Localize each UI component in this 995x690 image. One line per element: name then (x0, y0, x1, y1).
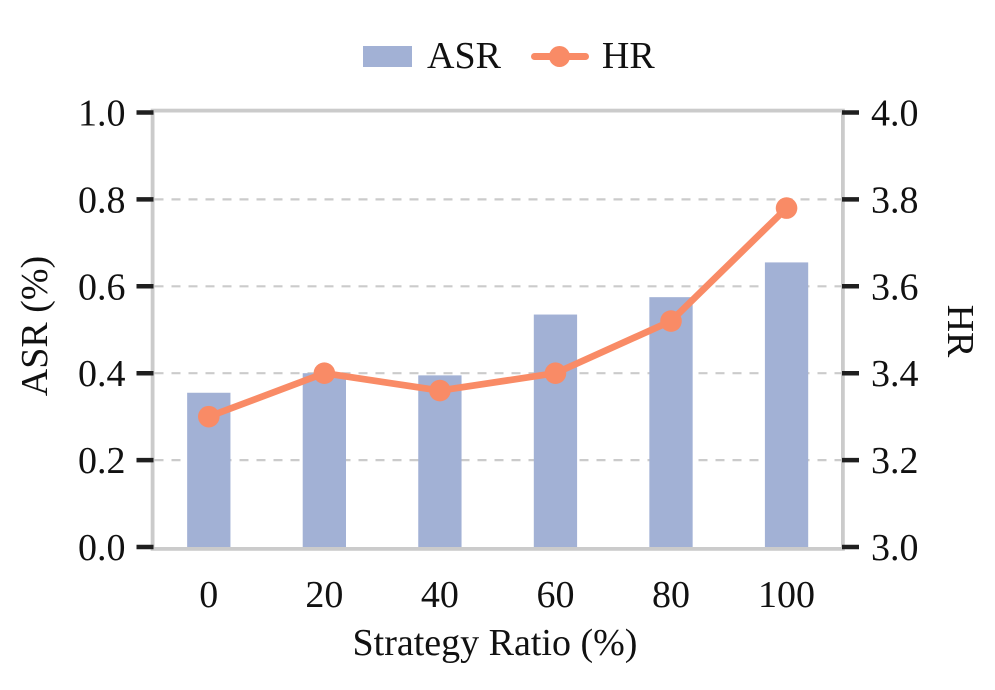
y-left-tick-label-0.4: 0.4 (78, 353, 126, 395)
marker-hr-60 (544, 362, 567, 385)
legend-label-hr: HR (601, 35, 655, 77)
legend-item-asr: ASR (363, 37, 501, 75)
y-right-tick-label-3.0: 3.0 (871, 527, 919, 569)
y-left-axis-label: ASR (%) (14, 256, 56, 396)
line-hr (205, 204, 790, 420)
x-tick-label-100: 100 (758, 574, 815, 616)
bar-asr-80 (649, 297, 693, 549)
hr-legend-dot (549, 45, 571, 67)
plot-frame (150, 108, 845, 551)
y-left-tick-label-0.0: 0.0 (78, 527, 126, 569)
y-right-tick-label-4.0: 4.0 (871, 93, 919, 135)
bar-asr-60 (533, 314, 578, 549)
y-right-tick-label-3.2: 3.2 (871, 440, 919, 482)
legend-label-asr: ASR (427, 35, 501, 77)
y-left-tick-label-1.0: 1.0 (78, 93, 126, 135)
x-tick-label-60: 60 (536, 574, 574, 616)
x-tick-label-0: 0 (199, 574, 218, 616)
y-right-axis-label: HR (939, 305, 981, 358)
marker-hr-100 (775, 197, 798, 219)
legend: ASR HR (363, 36, 655, 76)
bar-asr-40 (418, 375, 462, 549)
marker-hr-0 (198, 405, 220, 428)
y-left-tick-label-0.2: 0.2 (78, 440, 126, 482)
x-tick-label-80: 80 (652, 574, 690, 616)
asr-swatch-icon (363, 45, 412, 67)
y-right-tick-label-3.6: 3.6 (871, 266, 919, 308)
x-tick-label-40: 40 (421, 574, 459, 616)
x-tick-label-20: 20 (305, 574, 343, 616)
hr-line-marker-icon (530, 45, 589, 67)
legend-item-hr: HR (530, 35, 655, 77)
x-axis-label: Strategy Ratio (%) (353, 622, 638, 664)
bar-asr-20 (302, 373, 346, 549)
y-left-tick-label-0.8: 0.8 (78, 179, 126, 221)
marker-hr-80 (660, 310, 682, 332)
marker-hr-20 (313, 362, 336, 385)
y-right-tick-label-3.8: 3.8 (871, 179, 919, 221)
marker-hr-40 (429, 379, 451, 402)
y-right-tick-label-3.4: 3.4 (871, 353, 919, 395)
y-left-tick-label-0.6: 0.6 (78, 266, 126, 308)
bar-asr-100 (764, 262, 809, 549)
